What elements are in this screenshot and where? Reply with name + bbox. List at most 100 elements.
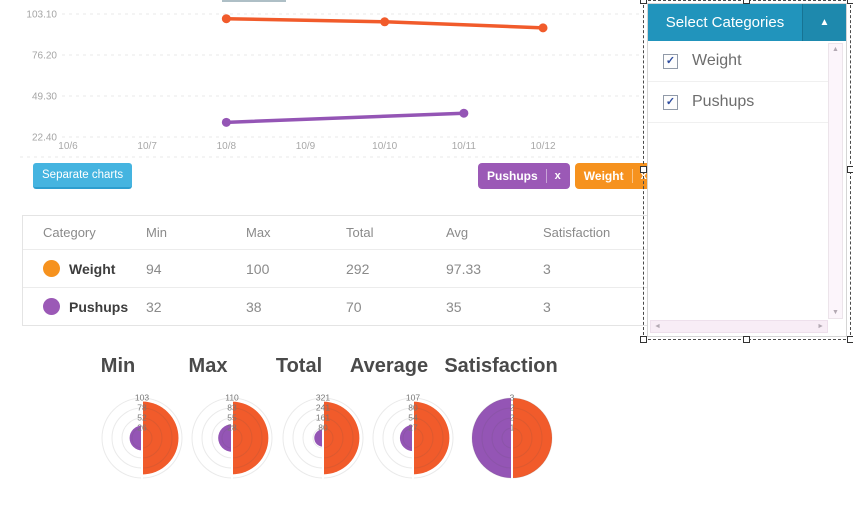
gauge-half-pushups <box>218 424 232 452</box>
cropped-top-artifact <box>222 0 286 2</box>
gauge-tick-label: 83 <box>227 403 237 413</box>
gauge-tick-label: 107 <box>406 393 420 403</box>
category-name: Weight <box>69 260 116 277</box>
category-item-weight[interactable]: ✓ Weight <box>648 41 829 82</box>
gauge-tick-label: 52 <box>137 413 147 423</box>
scroll-left-icon[interactable]: ◄ <box>654 323 661 330</box>
tag-close-icon[interactable]: x <box>554 170 561 182</box>
y-axis-tick-label: 22.40 <box>32 133 57 144</box>
gauge-half-weight <box>512 398 552 478</box>
selection-box: Select Categories ▲ ✓ Weight ✓ Pushups ▲ ▼ … <box>640 0 853 343</box>
checkbox-pushups[interactable]: ✓ <box>663 94 678 110</box>
gauge-half-weight <box>323 401 360 475</box>
table-cell: 292 <box>346 249 446 288</box>
category-name: Pushups <box>69 298 129 315</box>
panel-title: Select Categories <box>665 14 785 31</box>
column-header-category: Category <box>43 225 96 240</box>
checkbox-weight[interactable]: ✓ <box>663 53 678 69</box>
resize-handle[interactable] <box>847 0 853 4</box>
column-header-avg: Avg <box>446 225 469 240</box>
resize-handle[interactable] <box>847 336 853 343</box>
x-axis-tick-label: 10/6 <box>58 141 78 152</box>
horizontal-scrollbar[interactable]: ◄ ► <box>650 320 828 333</box>
scroll-down-icon[interactable]: ▼ <box>832 309 839 316</box>
gauge-tick-label: 26 <box>137 423 147 433</box>
gauge-title-average: Average <box>349 355 429 377</box>
collapse-button[interactable]: ▲ <box>802 4 846 41</box>
table-cell: 94 <box>146 249 246 288</box>
table-cell: 70 <box>346 287 446 325</box>
column-header-max: Max <box>246 225 271 240</box>
y-axis-tick-label: 76.20 <box>32 51 57 62</box>
tag-separator <box>631 169 633 183</box>
panel-header: Select Categories ▲ <box>648 4 846 41</box>
data-point-pushups <box>221 117 231 127</box>
x-axis-tick-label: 10/11 <box>452 141 477 152</box>
gauge-tick-label: 54 <box>408 413 418 423</box>
gauge-tick-label: 3 <box>510 393 515 403</box>
gauge-tick-label: 1 <box>510 423 515 433</box>
category-item-pushups[interactable]: ✓ Pushups <box>648 82 829 123</box>
select-categories-panel: Select Categories ▲ ✓ Weight ✓ Pushups ▲ ▼ … <box>647 3 847 337</box>
gauge-tick-label: 2 <box>510 413 515 423</box>
resize-handle[interactable] <box>640 0 647 4</box>
vertical-scrollbar[interactable]: ▲ ▼ <box>828 43 843 319</box>
gauge-tick-label: 78 <box>137 403 147 413</box>
x-axis-tick-label: 10/12 <box>531 141 556 152</box>
gauge-tick-label: 2 <box>510 403 515 413</box>
category-color-dot <box>43 298 60 315</box>
gauge-tick-label: 55 <box>227 413 237 423</box>
gauge-half-weight <box>232 401 269 475</box>
gauge-half-pushups <box>129 425 142 451</box>
x-axis-tick-label: 10/9 <box>296 141 316 152</box>
x-axis-tick-label: 10/10 <box>372 141 397 152</box>
gauge-tick-label: 241 <box>316 403 330 413</box>
gauge-title-total: Total <box>275 355 323 377</box>
gauge-title-min: Min <box>100 355 136 377</box>
resize-handle[interactable] <box>743 336 750 343</box>
data-point-weight <box>380 17 390 27</box>
resize-handle[interactable] <box>640 336 647 343</box>
gauge-tick-label: 161 <box>316 413 330 423</box>
tag-label: Pushups <box>487 169 538 183</box>
category-tags: Pushups x Weight x <box>478 163 656 189</box>
table-cell: 32 <box>146 287 246 325</box>
tag-pushups[interactable]: Pushups x <box>478 163 570 189</box>
gauge-tick-label: 27 <box>408 423 418 433</box>
checkmark-icon: ✓ <box>665 54 676 67</box>
scroll-right-icon[interactable]: ► <box>817 323 824 330</box>
gauge-half-pushups <box>399 424 413 452</box>
x-axis-tick-label: 10/7 <box>137 141 157 152</box>
x-axis-tick-label: 10/8 <box>217 141 237 152</box>
category-item-label: Weight <box>692 52 742 69</box>
gauge-title-satisfaction: Satisfaction <box>444 355 558 377</box>
gauge-tick-label: 321 <box>316 393 330 403</box>
gauge-half-pushups <box>314 429 323 447</box>
data-point-weight <box>538 23 548 33</box>
resize-handle[interactable] <box>847 166 853 173</box>
y-axis-tick-label: 103.10 <box>26 10 57 21</box>
category-color-dot <box>43 260 60 277</box>
table-cell: 38 <box>246 287 346 325</box>
gauge-tick-label: 110 <box>225 393 239 403</box>
gauge-title-max: Max <box>188 355 228 377</box>
separate-charts-button[interactable]: Separate charts <box>33 163 133 189</box>
scroll-up-icon[interactable]: ▲ <box>832 46 839 53</box>
column-header-total: Total <box>346 225 374 240</box>
tag-separator <box>545 169 547 183</box>
gauge-half-weight <box>142 401 179 475</box>
category-item-label: Pushups <box>692 93 755 110</box>
table-cell: 100 <box>246 249 346 288</box>
resize-handle[interactable] <box>640 166 647 173</box>
resize-handle[interactable] <box>743 0 750 4</box>
gauge-half-weight <box>413 401 450 475</box>
gauge-tick-label: 28 <box>227 423 237 433</box>
chevron-up-icon: ▲ <box>819 17 830 28</box>
